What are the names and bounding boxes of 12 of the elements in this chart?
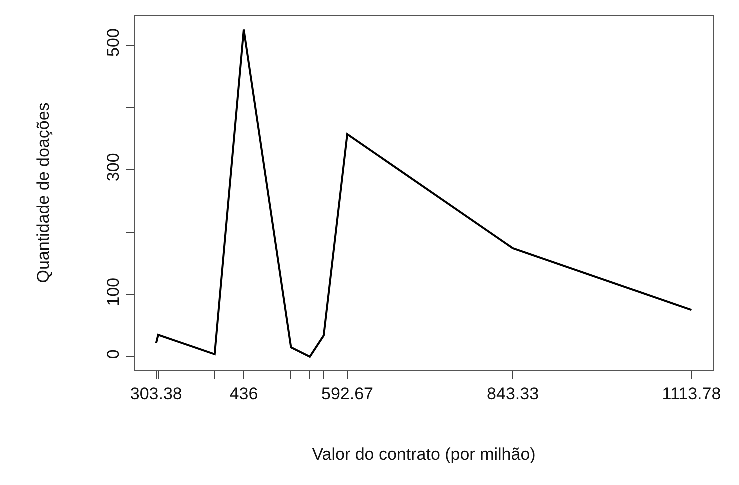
x-tick-label: 436 — [230, 384, 258, 404]
y-tick-label: 300 — [104, 153, 124, 182]
x-axis-title: Valor do contrato (por milhão) — [312, 444, 536, 464]
x-tick-label: 1113.78 — [662, 384, 722, 404]
x-tick-label: 843.33 — [487, 384, 540, 404]
y-axis-title: Quantidade de doações — [34, 102, 53, 284]
x-tick-label: 303.38 — [130, 384, 182, 404]
x-tick-label: 592.67 — [321, 384, 374, 404]
line-series — [155, 28, 693, 358]
y-tick-label: 500 — [104, 28, 124, 57]
y-tick-label: 100 — [104, 278, 124, 306]
y-tick-label: 0 — [104, 350, 124, 360]
